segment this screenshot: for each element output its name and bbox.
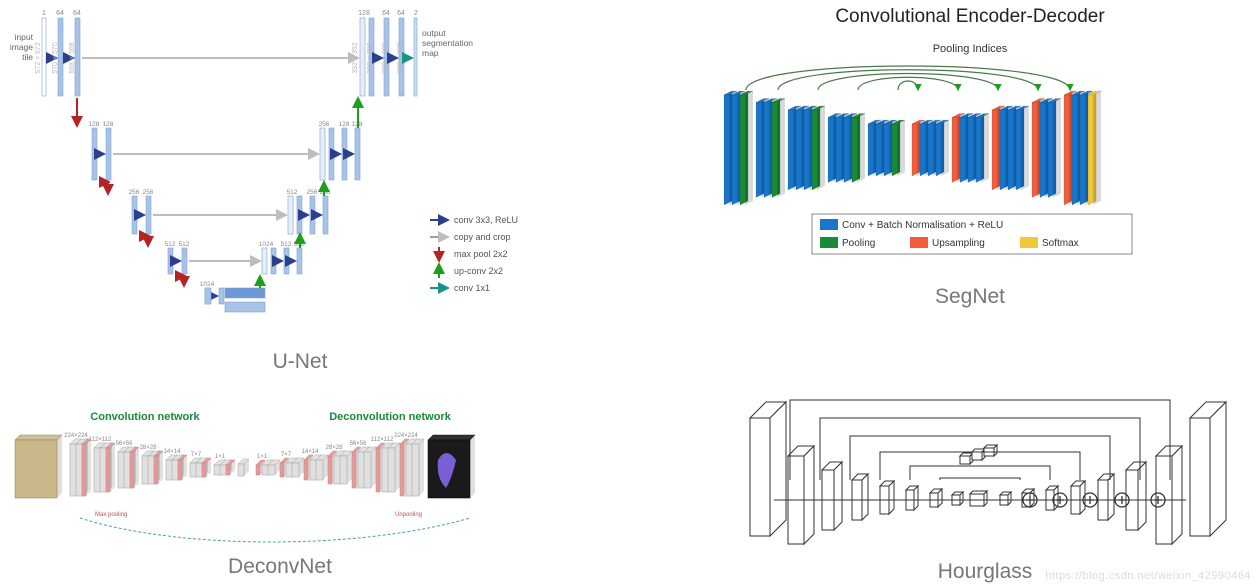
svg-text:512: 512 xyxy=(165,241,176,248)
svg-text:56×56: 56×56 xyxy=(116,441,134,447)
watermark: https://blog.csdn.net/weixin_42990464 xyxy=(1045,570,1251,582)
svg-text:7×7: 7×7 xyxy=(281,452,292,458)
svg-text:56×56: 56×56 xyxy=(350,441,368,447)
svg-text:512: 512 xyxy=(287,189,298,196)
svg-text:256: 256 xyxy=(319,121,330,128)
svg-text:224×224: 224×224 xyxy=(64,433,88,439)
svg-text:64: 64 xyxy=(397,10,405,17)
svg-text:Conv + Batch Normalisation + R: Conv + Batch Normalisation + ReLU xyxy=(842,220,1003,231)
svg-text:conv 3x3, ReLU: conv 3x3, ReLU xyxy=(454,215,518,225)
svg-text:Softmax: Softmax xyxy=(1042,238,1079,249)
svg-text:Convolutional Encoder-Decoder: Convolutional Encoder-Decoder xyxy=(835,6,1105,27)
svg-text:up-conv 2x2: up-conv 2x2 xyxy=(454,266,503,276)
svg-text:Unpooling: Unpooling xyxy=(395,512,422,518)
svg-text:map: map xyxy=(422,48,439,58)
svg-text:1024: 1024 xyxy=(259,241,274,248)
svg-text:28×28: 28×28 xyxy=(326,445,344,451)
deconvnet-panel: Convolution network Deconvolution network… xyxy=(0,400,560,580)
svg-text:Deconvolution network: Deconvolution network xyxy=(329,411,452,423)
svg-text:112×112: 112×112 xyxy=(89,437,112,443)
segnet-svg: Convolutional Encoder-Decoder Pooling Ind… xyxy=(700,0,1240,280)
svg-text:1×1: 1×1 xyxy=(257,454,268,460)
unet-caption: U-Net xyxy=(40,350,560,374)
svg-text:Pooling: Pooling xyxy=(842,238,875,249)
svg-text:128: 128 xyxy=(103,121,114,128)
svg-text:570 × 570: 570 × 570 xyxy=(52,42,59,73)
svg-text:64: 64 xyxy=(73,10,81,17)
svg-text:output: output xyxy=(422,28,446,38)
segnet-caption: SegNet xyxy=(700,285,1240,309)
svg-text:segmentation: segmentation xyxy=(422,38,473,48)
unet-svg: 1 64 64 572 × 572 570 × 570 568 × 568 inputima… xyxy=(0,0,560,345)
svg-text:64: 64 xyxy=(382,10,390,17)
svg-text:256: 256 xyxy=(129,189,140,196)
svg-text:128: 128 xyxy=(358,10,370,17)
svg-text:copy and crop: copy and crop xyxy=(454,232,511,242)
svg-text:Max pooling: Max pooling xyxy=(95,512,127,518)
svg-text:572 × 572: 572 × 572 xyxy=(35,42,42,73)
svg-text:512: 512 xyxy=(179,241,190,248)
svg-text:28×28: 28×28 xyxy=(140,445,158,451)
svg-text:568 × 568: 568 × 568 xyxy=(69,42,76,73)
svg-text:image: image xyxy=(10,42,33,52)
svg-text:128: 128 xyxy=(89,121,100,128)
svg-text:256: 256 xyxy=(143,189,154,196)
deconvnet-caption: DeconvNet xyxy=(0,555,560,579)
svg-text:64: 64 xyxy=(56,10,64,17)
svg-text:input: input xyxy=(15,32,34,42)
svg-text:Convolution network: Convolution network xyxy=(90,411,200,423)
svg-text:14×14: 14×14 xyxy=(302,449,320,455)
svg-text:388 × 388: 388 × 388 xyxy=(397,42,404,73)
svg-text:tile: tile xyxy=(22,52,33,62)
svg-text:224×224: 224×224 xyxy=(394,433,418,439)
deconvnet-svg: Convolution network Deconvolution network… xyxy=(0,400,560,550)
svg-text:390 × 390: 390 × 390 xyxy=(367,42,374,73)
svg-text:Upsampling: Upsampling xyxy=(932,238,985,249)
svg-text:388 × 388: 388 × 388 xyxy=(382,42,389,73)
svg-text:1: 1 xyxy=(42,10,46,17)
svg-text:7×7: 7×7 xyxy=(191,452,202,458)
svg-text:1×1: 1×1 xyxy=(215,454,226,460)
hourglass-panel: Hourglass xyxy=(730,360,1240,580)
svg-text:512: 512 xyxy=(281,241,292,248)
svg-text:conv 1x1: conv 1x1 xyxy=(454,283,490,293)
hourglass-svg xyxy=(730,360,1240,555)
unet-panel: 1 64 64 572 × 572 570 × 570 568 × 568 inputima… xyxy=(0,0,560,360)
svg-text:256: 256 xyxy=(307,189,318,196)
svg-text:max pool 2x2: max pool 2x2 xyxy=(454,249,508,259)
svg-text:1024: 1024 xyxy=(200,281,215,288)
svg-text:112×112: 112×112 xyxy=(371,437,394,443)
svg-text:128: 128 xyxy=(339,121,350,128)
segnet-panel: Convolutional Encoder-Decoder Pooling Ind… xyxy=(700,0,1240,310)
svg-text:2: 2 xyxy=(414,10,418,17)
svg-text:256: 256 xyxy=(320,189,331,196)
svg-text:Pooling Indices: Pooling Indices xyxy=(933,43,1008,55)
svg-text:14×14: 14×14 xyxy=(164,449,182,455)
